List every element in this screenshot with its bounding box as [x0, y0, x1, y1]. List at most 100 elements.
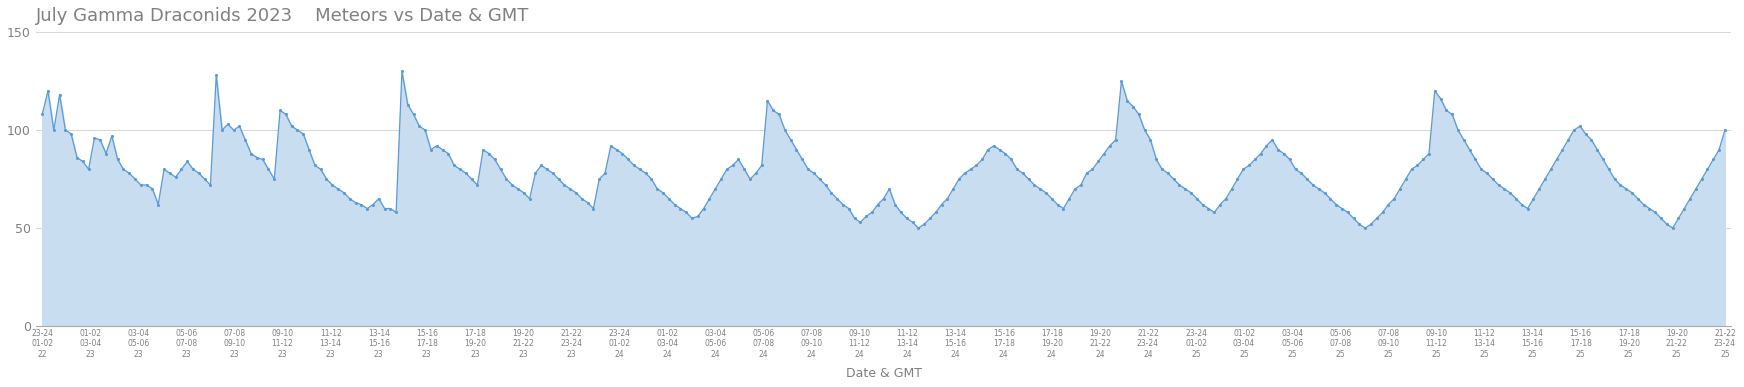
Point [312, 176, 340, 182]
Point [1339, 215, 1367, 221]
Point [759, 107, 787, 113]
Point [1502, 195, 1529, 202]
Point [1427, 96, 1454, 102]
Point [1380, 195, 1407, 202]
Point [429, 147, 457, 153]
Point [631, 170, 659, 176]
Point [1554, 137, 1582, 143]
Point [1561, 127, 1589, 133]
Point [155, 170, 183, 176]
Point [736, 176, 764, 182]
Point [457, 176, 485, 182]
Point [1439, 111, 1467, 118]
Point [237, 151, 265, 157]
Point [701, 186, 729, 192]
Point [644, 186, 671, 192]
Point [603, 147, 631, 153]
Point [534, 166, 562, 172]
Point [586, 176, 614, 182]
Point [696, 195, 724, 202]
Point [167, 166, 195, 172]
Point [1207, 202, 1235, 208]
Point [185, 170, 213, 176]
Point [446, 166, 474, 172]
Point [1165, 182, 1193, 188]
Point [277, 123, 305, 129]
Point [1519, 195, 1547, 202]
Point [145, 202, 173, 208]
Point [1137, 137, 1165, 143]
Point [487, 166, 514, 172]
Point [1078, 166, 1106, 172]
Point [748, 162, 776, 168]
Point [1032, 190, 1060, 196]
Point [973, 147, 1001, 153]
Point [1467, 166, 1495, 172]
Point [1671, 205, 1699, 212]
Point [481, 156, 509, 163]
Point [875, 186, 903, 192]
Point [255, 166, 283, 172]
Point [661, 202, 689, 208]
Point [1025, 186, 1053, 192]
Point [1711, 127, 1739, 133]
Point [1160, 176, 1188, 182]
Point [1195, 205, 1223, 212]
Point [452, 170, 480, 176]
Point [1345, 221, 1373, 227]
Point [968, 156, 996, 163]
Point [162, 174, 190, 180]
Point [823, 195, 851, 202]
Point [387, 68, 415, 74]
Point [120, 176, 148, 182]
Point [811, 182, 839, 188]
Point [347, 202, 375, 208]
Point [1334, 209, 1362, 216]
Point [539, 170, 567, 176]
Point [1113, 98, 1141, 104]
Point [724, 156, 752, 163]
Point [115, 170, 143, 176]
Point [1282, 166, 1310, 172]
Point [284, 127, 312, 133]
Point [1073, 170, 1100, 176]
Point [719, 162, 746, 168]
Point [208, 127, 235, 133]
Point [1090, 151, 1118, 157]
Point [1699, 156, 1727, 163]
Point [342, 200, 370, 206]
Point [800, 170, 828, 176]
Point [863, 202, 891, 208]
Point [753, 98, 781, 104]
Point [893, 215, 921, 221]
Point [788, 156, 816, 163]
Point [569, 195, 596, 202]
Point [783, 147, 811, 153]
Point [75, 166, 103, 172]
Point [846, 219, 874, 225]
Point [818, 190, 846, 196]
Point [1659, 225, 1686, 231]
Point [337, 195, 364, 202]
Point [1003, 166, 1031, 172]
Point [190, 176, 218, 182]
Point [741, 170, 769, 176]
Point [1491, 186, 1519, 192]
Point [260, 176, 288, 182]
Point [1509, 202, 1536, 208]
Point [1693, 166, 1721, 172]
Point [1287, 170, 1315, 176]
Point [933, 195, 961, 202]
Point [1352, 225, 1380, 231]
Point [110, 166, 138, 172]
Point [1526, 186, 1554, 192]
Point [544, 176, 572, 182]
Point [596, 143, 624, 149]
Point [1474, 170, 1502, 176]
Point [1688, 176, 1716, 182]
Point [562, 190, 589, 196]
Point [1020, 182, 1048, 188]
Point [1200, 209, 1228, 216]
Point [1125, 111, 1153, 118]
Text: July Gamma Draconids 2023    Meteors vs Date & GMT: July Gamma Draconids 2023 Meteors vs Dat… [37, 7, 530, 25]
